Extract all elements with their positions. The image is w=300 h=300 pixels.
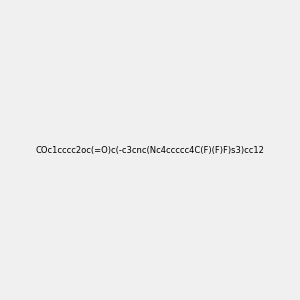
Text: COc1cccc2oc(=O)c(-c3cnc(Nc4ccccc4C(F)(F)F)s3)cc12: COc1cccc2oc(=O)c(-c3cnc(Nc4ccccc4C(F)(F)… xyxy=(36,146,264,154)
